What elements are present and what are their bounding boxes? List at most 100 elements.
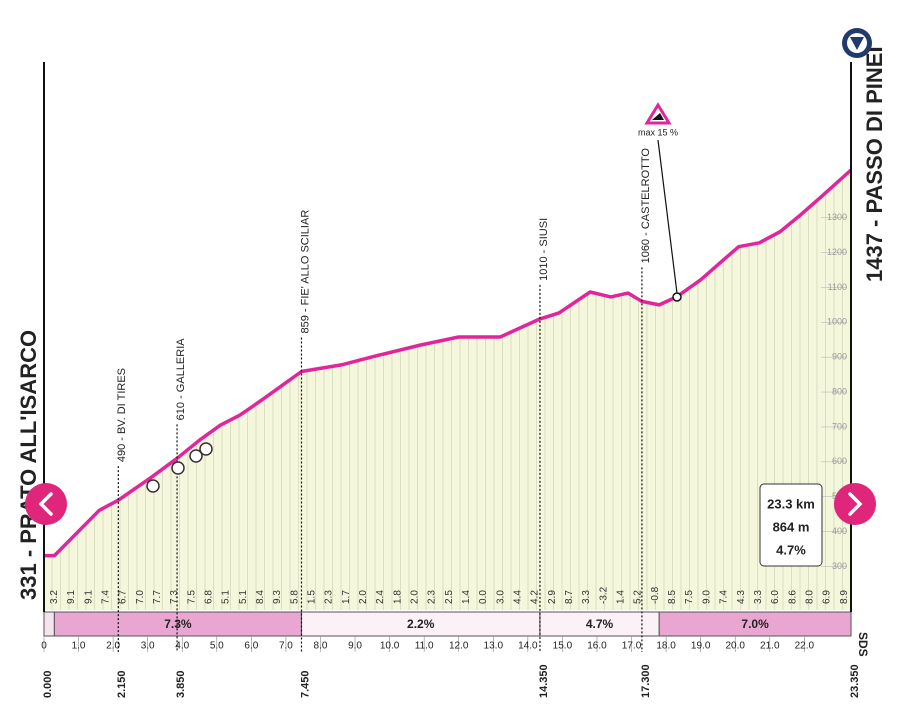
slope-label: 5.1 (221, 590, 232, 604)
slope-label: 7.4 (719, 590, 730, 604)
x-tick-label: 19.0 (691, 641, 711, 652)
slope-label: 5.8 (289, 590, 300, 604)
slope-label: 4.2 (530, 590, 541, 604)
summary-box: 23.3 km 864 m 4.7% (759, 483, 823, 567)
x-tick-label: 13.0 (484, 641, 504, 652)
slope-label: 1.4 (616, 590, 627, 604)
slope-label: 9.3 (272, 590, 283, 604)
slope-label: 8.9 (839, 590, 850, 604)
slope-label: 1.8 (392, 590, 403, 604)
waypoint-km-label: 0.000 (42, 670, 54, 698)
slope-label: 7.4 (100, 590, 111, 604)
plot: 30040050060070080090010001100120013003.2… (41, 148, 861, 698)
y-tick-label: 700 (832, 421, 847, 431)
x-tick-label: 9.0 (348, 641, 362, 652)
slope-label: 7.5 (684, 590, 695, 604)
gradient-band (53, 611, 302, 637)
slope-label: 7.7 (152, 590, 163, 604)
y-tick-label: 1100 (828, 282, 847, 292)
slope-label: 7.0 (135, 590, 146, 604)
slope-label: 8.0 (804, 590, 815, 604)
slope-label: 6.9 (822, 590, 833, 604)
waypoint-label: 1010 - SIUSI (538, 218, 550, 281)
gradient-band-label: 7.3% (164, 617, 192, 631)
x-tick-label: 1.0 (72, 641, 86, 652)
footer-label: SDS (856, 632, 870, 657)
slope-label: 3.0 (495, 590, 506, 604)
waypoint-km-label: 7.450 (299, 670, 311, 698)
slope-label: 1.7 (341, 590, 352, 604)
profile-area (44, 170, 851, 610)
x-tick-label: 3.0 (141, 641, 155, 652)
prev-button[interactable] (25, 483, 67, 525)
summary-climb: 864 m (773, 519, 810, 534)
slope-label: -0.8 (650, 586, 661, 604)
gradient-band-label: 7.0% (741, 617, 769, 631)
gradient-band-label: 2.2% (407, 617, 435, 631)
y-tick-label: 800 (832, 386, 847, 396)
max-gradient-marker: max 15 % (638, 102, 682, 302)
slope-label: -3.2 (598, 586, 609, 604)
slope-label: 1.4 (461, 590, 472, 604)
y-tick-label: 300 (832, 561, 847, 571)
slope-label: 3.3 (581, 590, 592, 604)
x-tick-label: 6.0 (244, 641, 258, 652)
gradient-band (43, 611, 55, 637)
slope-label: 2.9 (547, 590, 558, 604)
profile-line (44, 168, 853, 558)
slope-label: 9.0 (701, 590, 712, 604)
x-tick-label: 15.0 (553, 641, 573, 652)
slope-label: 2.0 (358, 590, 369, 604)
waypoint-label: 490 - BV. DI TIRES (116, 368, 128, 462)
x-tick-label: 0 (41, 641, 47, 652)
slope-label: 2.0 (410, 590, 421, 604)
x-tick-label: 7.0 (279, 641, 293, 652)
slope-label: 5.1 (238, 590, 249, 604)
summary-gradient: 4.7% (776, 542, 806, 557)
slope-label: 4.3 (736, 590, 747, 604)
y-tick-label: 1200 (827, 247, 847, 257)
y-tick-label: 600 (832, 456, 847, 466)
x-tick-label: 11.0 (415, 641, 434, 652)
slope-label: 8.4 (255, 590, 266, 604)
x-tick-label: 16.0 (587, 641, 607, 652)
waypoint-label: 1060 - CASTELROTTO (640, 148, 652, 264)
gradient-band (539, 611, 660, 637)
slope-label: 6.8 (203, 590, 214, 604)
slope-label: 6.7 (118, 590, 129, 604)
x-tick-label: 4.0 (175, 641, 189, 652)
slope-label: 3.2 (49, 590, 60, 604)
y-tick-label: 900 (832, 352, 847, 362)
slope-label: 8.6 (787, 590, 798, 604)
slope-label: 6.0 (770, 590, 781, 604)
y-tick-label: 400 (832, 526, 847, 536)
x-tick-label: 5.0 (210, 641, 224, 652)
end-label: 1437 - PASSO DI PINEI (862, 46, 887, 282)
slope-label: 9.1 (66, 590, 77, 604)
waypoint-label: 859 - FIE' ALLO SCILIAR (299, 210, 311, 334)
slope-label: 2.5 (444, 590, 455, 604)
gradient-band (658, 611, 852, 637)
slope-label: 4.4 (513, 590, 524, 604)
x-tick-label: 20.0 (725, 641, 745, 652)
slope-label: 7.5 (186, 590, 197, 604)
slope-label: 0.0 (478, 590, 489, 604)
slope-label: 2.4 (375, 590, 386, 604)
next-button[interactable] (834, 483, 876, 525)
x-tick-label: 17.0 (622, 641, 642, 652)
x-tick-label: 8.0 (314, 641, 328, 652)
slope-label: 9.1 (83, 590, 94, 604)
gradient-band-label: 4.7% (586, 617, 614, 631)
waypoint-km-label: 2.150 (116, 670, 128, 698)
waypoint-km-label: 23.350 (849, 664, 861, 698)
x-tick-label: 21.0 (760, 641, 780, 652)
gradient-band (300, 611, 541, 637)
slope-label: 1.5 (306, 590, 317, 604)
slope-label: 8.7 (564, 590, 575, 604)
waypoint-km-label: 3.850 (175, 670, 187, 698)
slope-label: 2.3 (324, 590, 335, 604)
y-tick-label: 1300 (827, 212, 847, 222)
max-gradient-label: max 15 % (638, 127, 678, 137)
x-tick-label: 18.0 (656, 641, 676, 652)
